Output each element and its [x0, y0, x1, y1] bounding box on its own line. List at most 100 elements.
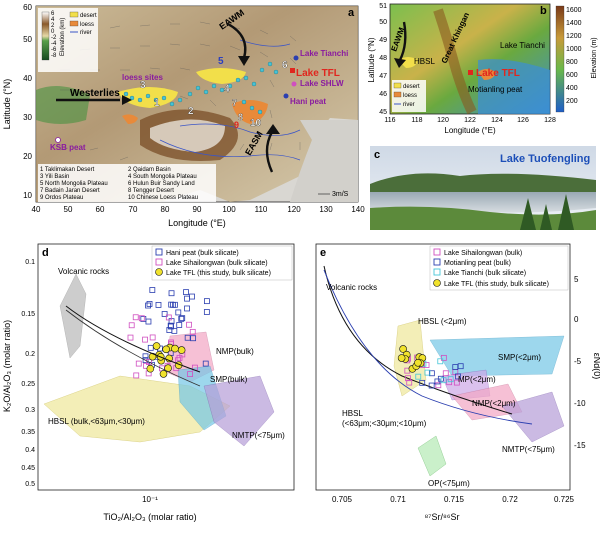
- svg-text:1200: 1200: [566, 33, 582, 40]
- land-mass: [36, 6, 358, 202]
- svg-text:118: 118: [411, 117, 422, 124]
- legend-d-tfl-marker: [155, 268, 163, 276]
- hani-peat-point: [183, 289, 189, 296]
- svg-text:120: 120: [437, 117, 449, 124]
- lake-tianchi-marker: [293, 55, 299, 61]
- svg-text:-8: -8: [51, 53, 57, 59]
- hani-peat-point: [175, 309, 182, 316]
- panel-b-xticks: 116 118 120 122 124 126 128: [384, 117, 556, 124]
- svg-text:70: 70: [129, 205, 138, 214]
- panel-d-plot: d Volcanic rocks NMP(bulk) SMP(bulk) HBS…: [2, 243, 295, 522]
- region-number-8: 8: [238, 112, 243, 122]
- svg-text:-2: -2: [51, 35, 57, 41]
- svg-text:1400: 1400: [566, 20, 582, 27]
- svg-text:5 North Mongolia Plateau: 5 North Mongolia Plateau: [40, 181, 108, 187]
- shlw-point: [165, 314, 172, 321]
- region-number-9: 9: [234, 120, 239, 130]
- panel-b-xlabel: Longitude (°E): [444, 126, 496, 135]
- panel-e-ylabel: εNd(0): [592, 353, 600, 380]
- svg-text:0.3: 0.3: [25, 407, 35, 414]
- loess-region: [232, 100, 268, 124]
- panel-a-map: Westerlies EAWM EASM 1 2 3 4 5 6 7 8 9 1…: [2, 3, 365, 228]
- hani-peat-point: [140, 316, 147, 322]
- loess-site-dots: [123, 61, 279, 115]
- legend-e-motianling-label: Motianling peat (bulk): [444, 260, 511, 267]
- op-field-e: [417, 435, 447, 477]
- lake-tfl-label-b: Lake TFL: [476, 68, 520, 79]
- svg-text:80: 80: [161, 205, 170, 214]
- panel-e-letter: e: [320, 247, 326, 259]
- smp-field-e: [429, 335, 565, 377]
- svg-text:2 Qaidam Basin: 2 Qaidam Basin: [128, 167, 171, 173]
- tianchi-point: [437, 358, 444, 365]
- hani-peat-point: [190, 335, 197, 342]
- eawm-arrow-b: [398, 21, 407, 61]
- svg-text:2: 2: [51, 23, 55, 29]
- region-number-5: 5: [218, 56, 224, 67]
- legend-e-shlw-marker: [433, 248, 441, 256]
- svg-text:120: 120: [287, 205, 301, 214]
- svg-text:110: 110: [255, 205, 268, 214]
- label-hbsl-fine-e: HBSL (<2μm): [418, 317, 467, 326]
- hani-peat-point: [170, 301, 176, 308]
- svg-text:-10: -10: [574, 399, 586, 408]
- shlw-point: [406, 379, 413, 386]
- svg-text:50: 50: [379, 19, 387, 26]
- elevation-legend-title: Elevation (km): [60, 18, 66, 56]
- mixing-line-d-2: [65, 309, 201, 387]
- tfl-point: [159, 370, 168, 378]
- tfl-point: [171, 344, 179, 353]
- panel-c-title: Lake Tuofengling: [500, 153, 590, 165]
- svg-text:124: 124: [491, 117, 503, 124]
- hani-peat-point: [202, 360, 209, 367]
- easm-arrow: [265, 131, 274, 173]
- panel-e-plot: e Volcanic rocks HBSL (<2μm) SMP(<2μm) M…: [315, 243, 600, 522]
- svg-text:20: 20: [23, 152, 32, 161]
- shlw-point: [127, 334, 134, 341]
- legend-loess-swatch: [69, 20, 79, 27]
- shlw-point: [442, 370, 449, 377]
- hbsl-label-b: HBSL: [414, 57, 435, 66]
- panel-d-xlabel: TiO₂/Al₂O₃ (molar ratio): [103, 512, 196, 522]
- mixing-line-d-1: [65, 305, 201, 373]
- svg-text:47: 47: [379, 73, 387, 80]
- label-nmtp-e: NMTP(<75μm): [502, 445, 555, 454]
- shlw-point: [133, 372, 140, 379]
- panel-b-colorbar-title: Elevation (m): [591, 37, 598, 78]
- panel-a-xlabel: Longitude (°E): [168, 218, 226, 228]
- legend-loess-label: loess: [80, 22, 94, 28]
- great-khingan-ridge: [433, 8, 477, 115]
- panel-e-xlabel: ⁸⁷Sr/⁸⁶Sr: [424, 512, 459, 522]
- svg-text:0.72: 0.72: [502, 495, 518, 504]
- hani-peat-point: [155, 302, 162, 308]
- svg-text:0.71: 0.71: [390, 495, 406, 504]
- motianling-point: [428, 370, 435, 377]
- legend-d-tfl-label: Lake TFL (this study, bulk silicate): [166, 270, 271, 277]
- svg-text:0.35: 0.35: [21, 429, 35, 436]
- svg-text:0.1: 0.1: [25, 259, 35, 266]
- legend-d-shlw-label: Lake Sihailongwan (bulk silicate): [166, 260, 268, 267]
- hani-peat-point: [161, 311, 168, 317]
- svg-text:1600: 1600: [566, 7, 582, 14]
- svg-text:90: 90: [193, 205, 202, 214]
- tfl-point: [414, 358, 422, 367]
- hani-peat-point: [184, 334, 191, 341]
- legend-b-loess-label: loess: [403, 93, 417, 99]
- elevation-colorbar: [41, 11, 50, 61]
- ksb-peat-marker: [55, 137, 61, 143]
- hani-peat-point: [145, 302, 151, 309]
- svg-text:0.705: 0.705: [332, 495, 353, 504]
- tfl-point: [399, 345, 407, 353]
- legend-b-loess-swatch: [393, 91, 402, 98]
- region-list-box: [38, 164, 216, 202]
- hani-peat-point: [149, 287, 156, 293]
- loess-region: [122, 114, 138, 124]
- svg-text:116: 116: [384, 117, 395, 124]
- ocean-east: [290, 120, 358, 202]
- svg-text:-15: -15: [574, 441, 586, 450]
- svg-text:0.715: 0.715: [444, 495, 465, 504]
- svg-text:60: 60: [96, 205, 105, 214]
- svg-text:600: 600: [566, 72, 578, 79]
- shlw-point: [440, 354, 447, 361]
- shlw-point: [405, 375, 411, 382]
